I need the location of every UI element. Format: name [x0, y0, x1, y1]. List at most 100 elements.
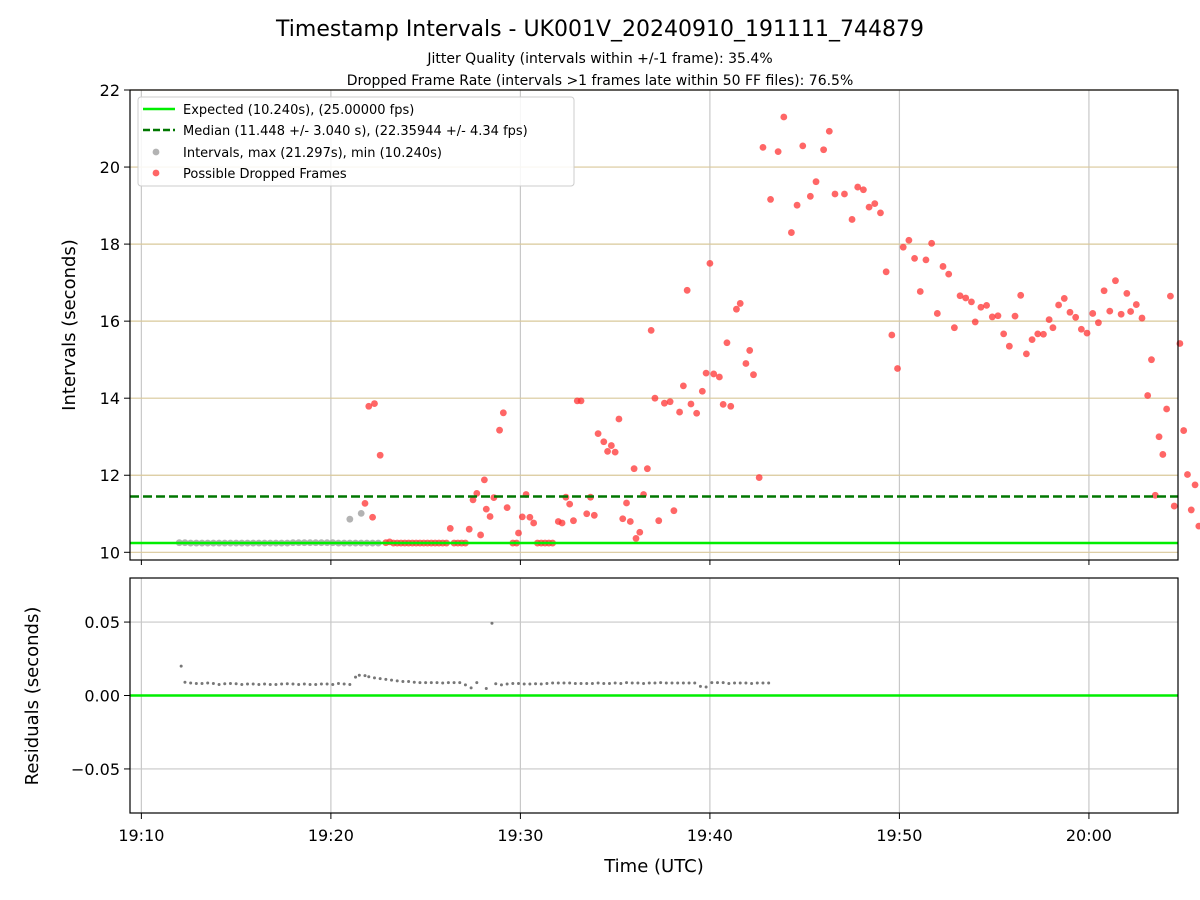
residual-point-67: [556, 681, 560, 685]
top-ytick-label-1: 12: [100, 466, 120, 485]
dropped-frame-point-79: [670, 507, 678, 515]
dropped-frame-point-166: [1148, 356, 1155, 364]
top-ytick-label-0: 10: [100, 543, 120, 562]
residual-point-83: [647, 681, 651, 685]
dropped-frame-point-37: [503, 504, 511, 512]
dropped-frame-point-117: [877, 209, 884, 217]
dropped-frame-point-107: [812, 178, 820, 186]
dropped-frame-point-102: [780, 113, 788, 121]
residual-point-96: [721, 681, 725, 685]
dropped-frame-point-122: [905, 236, 913, 244]
residual-point-48: [446, 681, 450, 685]
dropped-frame-point-66: [619, 515, 627, 523]
dropped-frame-point-177: [1191, 481, 1199, 489]
dropped-frame-point-134: [971, 318, 979, 326]
residual-point-47: [441, 681, 445, 685]
dropped-frame-point-131: [956, 292, 964, 300]
dropped-frame-point-84: [693, 409, 701, 417]
dropped-frame-point-64: [611, 448, 619, 456]
dropped-frame-point-61: [600, 438, 608, 446]
residual-point-1: [183, 680, 187, 684]
dropped-frame-point-27: [465, 525, 473, 533]
residual-point-88: [676, 681, 680, 685]
dropped-frame-point-40: [515, 529, 522, 537]
dropped-frame-point-0: [361, 499, 369, 507]
residual-point-61: [522, 682, 526, 686]
dropped-frame-point-65: [615, 415, 623, 423]
residual-point-75: [602, 681, 606, 685]
dropped-frame-point-123: [911, 254, 918, 262]
dropped-frame-point-59: [590, 511, 598, 519]
dropped-frame-point-167: [1151, 491, 1159, 499]
dropped-frame-point-132: [962, 294, 970, 302]
dropped-frame-point-29: [473, 489, 481, 497]
legend-dropped-label: Possible Dropped Frames: [183, 167, 347, 182]
dropped-frame-point-152: [1072, 313, 1080, 321]
dropped-frame-point-103: [787, 229, 795, 236]
residual-point-25: [319, 682, 323, 686]
dropped-frame-point-53: [566, 500, 574, 508]
residual-point-53: [475, 681, 479, 685]
dropped-frame-point-77: [661, 399, 668, 407]
dropped-frame-point-155: [1089, 310, 1097, 317]
dropped-frame-point-153: [1077, 325, 1085, 333]
residual-point-33: [363, 674, 367, 678]
dropped-frame-point-149: [1055, 301, 1063, 309]
residual-point-63: [534, 682, 538, 686]
dropped-frame-point-35: [496, 426, 503, 434]
dropped-frame-point-120: [894, 365, 901, 372]
dropped-frame-point-101: [774, 148, 782, 156]
dropped-frame-point-174: [1180, 427, 1188, 434]
intervals-plot: 10 12 14 16 18 20 22 Expected (10.240s), (25.00…: [100, 81, 1200, 565]
dropped-frame-point-165: [1144, 392, 1152, 399]
residual-point-59: [511, 681, 515, 685]
dropped-frame-point-144: [1028, 336, 1036, 344]
residual-point-52: [469, 686, 473, 690]
residual-point-24: [314, 682, 318, 686]
dropped-frame-point-94: [736, 300, 744, 307]
residual-point-27: [331, 682, 335, 686]
residual-point-0: [179, 664, 183, 668]
top-ytick-label-4: 18: [100, 235, 120, 254]
dropped-frame-point-147: [1045, 316, 1053, 324]
dropped-frame-point-150: [1060, 295, 1068, 302]
residual-point-23: [308, 682, 312, 686]
dropped-frame-point-69: [630, 465, 638, 473]
x-tick-label-0: 19:10: [118, 826, 164, 845]
dropped-frame-point-81: [679, 382, 687, 390]
bottom-frame: [129, 577, 1179, 814]
residual-point-95: [715, 681, 719, 685]
residual-point-70: [573, 681, 577, 685]
residual-point-85: [659, 681, 663, 685]
interval-point-37: [357, 509, 365, 517]
residual-point-78: [619, 681, 623, 685]
bottom-ytick-label-2: −0.05: [71, 760, 120, 779]
residual-point-69: [568, 681, 572, 685]
residual-point-13: [251, 682, 255, 686]
dropped-frame-point-115: [865, 203, 873, 211]
residual-point-68: [562, 681, 566, 685]
residual-point-84: [653, 681, 657, 685]
residual-point-21: [297, 682, 301, 686]
chart-title: Timestamp Intervals - UK001V_20240910_19…: [275, 17, 924, 42]
dropped-frame-point-31: [480, 476, 488, 484]
dropped-frame-point-114: [860, 186, 867, 194]
dropped-frame-point-119: [888, 331, 896, 339]
dropped-frame-point-82: [683, 286, 691, 294]
dropped-frame-point-141: [1011, 312, 1019, 320]
dropped-frame-point-160: [1117, 310, 1125, 318]
residual-point-72: [585, 681, 589, 685]
x-tick-label-5: 20:00: [1066, 826, 1112, 845]
residual-point-38: [390, 678, 394, 682]
dropped-frame-point-76: [655, 517, 663, 525]
dropped-frame-point-113: [854, 183, 862, 191]
dropped-frame-point-89: [715, 373, 723, 381]
residual-point-104: [767, 681, 771, 685]
bottom-y-axis-label: Residuals (seconds): [22, 607, 43, 786]
residual-point-54: [484, 686, 488, 690]
residual-point-37: [384, 677, 388, 681]
residual-point-6: [211, 681, 215, 685]
dropped-frame-point-162: [1127, 308, 1135, 315]
residual-point-57: [499, 683, 503, 687]
